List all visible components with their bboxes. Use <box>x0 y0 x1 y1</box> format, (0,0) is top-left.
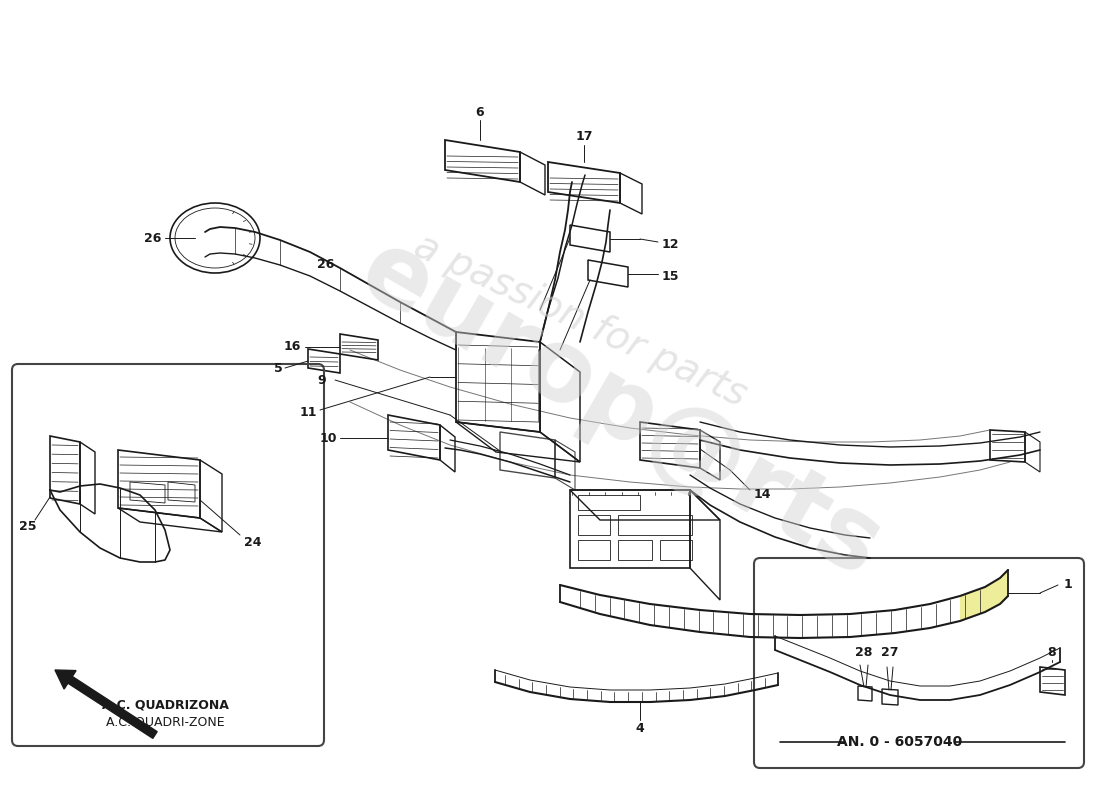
Text: AN. 0 - 6057040: AN. 0 - 6057040 <box>837 735 962 749</box>
Text: europ@rts: europ@rts <box>342 222 898 598</box>
Text: 12: 12 <box>661 238 679 250</box>
Text: 1: 1 <box>1064 578 1072 591</box>
Text: 5: 5 <box>274 362 283 374</box>
Text: 26: 26 <box>144 231 162 245</box>
Text: 11: 11 <box>299 406 317 418</box>
Text: 9: 9 <box>318 374 327 386</box>
Polygon shape <box>960 570 1008 621</box>
Text: A.C. QUADRI-ZONE: A.C. QUADRI-ZONE <box>106 715 224 729</box>
Text: A.C. QUADRIZONA: A.C. QUADRIZONA <box>101 698 229 711</box>
Text: 10: 10 <box>319 431 337 445</box>
Text: 28: 28 <box>856 646 872 658</box>
Text: a passion for parts: a passion for parts <box>408 226 752 414</box>
Text: 26: 26 <box>317 258 334 271</box>
Text: 14: 14 <box>754 489 771 502</box>
Text: 6: 6 <box>475 106 484 118</box>
Text: 25: 25 <box>20 521 36 534</box>
Text: 4: 4 <box>636 722 645 734</box>
Text: 16: 16 <box>284 341 300 354</box>
Text: 24: 24 <box>244 535 262 549</box>
FancyArrow shape <box>55 670 157 738</box>
Text: 8: 8 <box>1047 646 1056 658</box>
Text: 15: 15 <box>661 270 679 283</box>
Text: 17: 17 <box>575 130 593 143</box>
Text: 27: 27 <box>881 646 899 658</box>
